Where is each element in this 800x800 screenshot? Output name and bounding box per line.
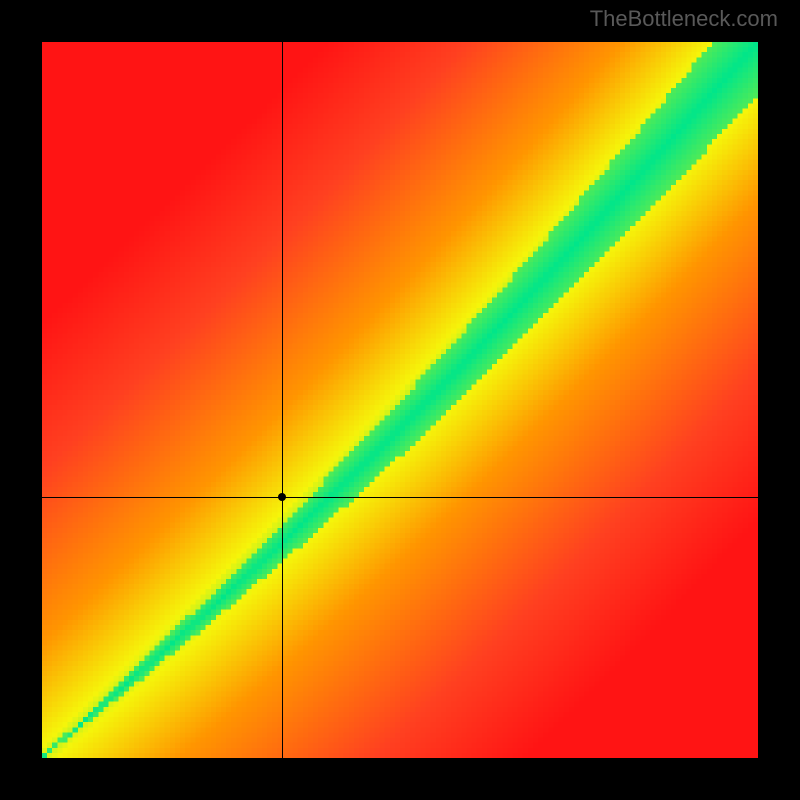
heatmap-plot-area [42, 42, 758, 758]
heatmap-canvas [42, 42, 758, 758]
crosshair-vertical [282, 42, 283, 758]
crosshair-horizontal [42, 497, 758, 498]
crosshair-dot [278, 493, 286, 501]
watermark-text: TheBottleneck.com [590, 6, 778, 32]
